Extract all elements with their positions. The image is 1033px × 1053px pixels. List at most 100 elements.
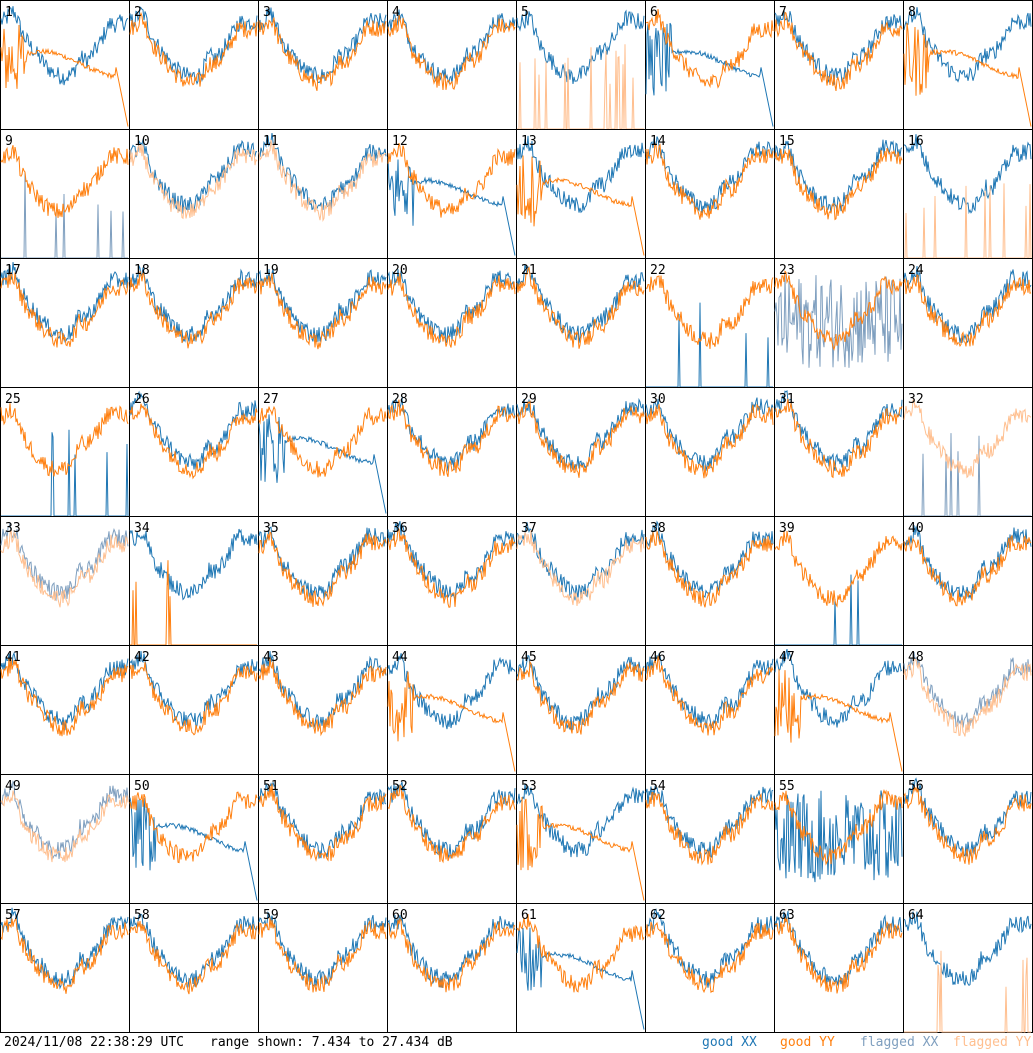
- series-xx: [0, 523, 129, 602]
- series-xx: [774, 390, 903, 472]
- series-yy: [387, 399, 516, 477]
- panel-label: 44: [392, 650, 408, 665]
- series-yy: [387, 273, 516, 348]
- panel-label: 19: [263, 263, 279, 278]
- panel-label: 15: [779, 134, 795, 149]
- series-xx: [516, 135, 645, 214]
- panel-label: 55: [779, 779, 795, 794]
- series-xx: [258, 526, 387, 601]
- series-yy: [387, 528, 516, 608]
- timestamp: 2024/11/08 22:38:29 UTC: [4, 1035, 185, 1050]
- series-yy: [129, 11, 258, 87]
- series-yy: [903, 786, 1032, 865]
- panel-64: 64: [903, 903, 1033, 1033]
- panel-label: 7: [779, 5, 787, 20]
- series-xx: [258, 651, 387, 729]
- series-yy: [387, 142, 516, 218]
- panel-label: 45: [521, 650, 537, 665]
- panel-label: 49: [5, 779, 21, 794]
- series-yy: [387, 14, 516, 91]
- panel-label: 51: [263, 779, 279, 794]
- series-xx: [645, 653, 774, 729]
- series-yy: [258, 139, 387, 223]
- series-yy: [0, 790, 129, 863]
- panel-label: 38: [650, 521, 666, 536]
- panel-label: 52: [392, 779, 408, 794]
- series-xx: [516, 927, 645, 1030]
- panel-label: 48: [908, 650, 924, 665]
- panel-label: 1: [5, 5, 13, 20]
- series-yy: [516, 530, 645, 607]
- panel-label: 27: [263, 392, 279, 407]
- series-xx: [774, 648, 903, 728]
- panel-label: 56: [908, 779, 924, 794]
- series-yy: [0, 403, 129, 477]
- series-xx: [774, 139, 903, 214]
- panel-label: 54: [650, 779, 666, 794]
- series-xx: [516, 9, 645, 84]
- panel-label: 31: [779, 392, 795, 407]
- series-yy: [258, 531, 387, 607]
- series-xx: [516, 397, 645, 471]
- series-xx: [645, 22, 774, 127]
- panel-62: 62: [645, 903, 775, 1033]
- panel-label: 5: [521, 5, 529, 20]
- series-xx: [387, 269, 516, 344]
- series-xx: [129, 6, 258, 85]
- series-yy: [903, 274, 1032, 347]
- panel-label: 36: [392, 521, 408, 536]
- panel-label: 63: [779, 908, 795, 923]
- panel-label: 4: [392, 5, 400, 20]
- series-yy: [774, 270, 903, 351]
- legend-good-xx: good XX: [702, 1035, 757, 1050]
- series-yy: [258, 405, 387, 478]
- series-xx: [129, 528, 258, 601]
- series-yy: [645, 403, 774, 479]
- series-xx: [903, 525, 1032, 600]
- series-yy: [129, 921, 258, 995]
- series-yy: [0, 145, 129, 218]
- series-yy: [0, 657, 129, 737]
- series-yy: [516, 400, 645, 478]
- panel-label: 62: [650, 908, 666, 923]
- panel-label: 9: [5, 134, 13, 149]
- series-yy: [387, 671, 516, 772]
- panel-63: 63: [774, 903, 904, 1033]
- panel-label: 20: [392, 263, 408, 278]
- panel-label: 32: [908, 392, 924, 407]
- range-text: range shown: 7.434 to 27.434 dB: [210, 1035, 453, 1050]
- panel-label: 24: [908, 263, 924, 278]
- series-yy: [645, 791, 774, 866]
- series-yy: [0, 917, 129, 994]
- series-yy: [516, 155, 645, 256]
- series-xx: [903, 911, 1032, 986]
- series-yy: [646, 8, 774, 89]
- panel-label: 25: [5, 392, 21, 407]
- series-yy: [387, 784, 516, 864]
- series-yy: [775, 916, 903, 994]
- series-yy: [645, 141, 774, 220]
- panel-label: 12: [392, 134, 408, 149]
- panel-label: 60: [392, 908, 408, 923]
- panel-label: 61: [521, 908, 537, 923]
- series-yy: [258, 917, 387, 993]
- series-yy: [516, 913, 645, 993]
- panel-58: 58: [129, 903, 259, 1033]
- panel-label: 40: [908, 521, 924, 536]
- series-yy: [774, 398, 903, 479]
- panel-label: 41: [5, 650, 21, 665]
- footer: 2024/11/08 22:38:29 UTC range shown: 7.4…: [0, 1033, 1033, 1053]
- panel-label: 10: [134, 134, 150, 149]
- series-yy: [0, 272, 129, 348]
- series-yy: [129, 143, 258, 220]
- panel-label: 33: [5, 521, 21, 536]
- series-yy: [258, 783, 387, 862]
- panel-label: 43: [263, 650, 279, 665]
- panel-label: 34: [134, 521, 150, 536]
- series-yy: [903, 22, 1032, 127]
- series-xx: [774, 275, 903, 368]
- panel-label: 14: [650, 134, 666, 149]
- series-xx: [129, 797, 258, 901]
- panel-57: 57: [0, 903, 130, 1033]
- series-yy: [516, 266, 645, 349]
